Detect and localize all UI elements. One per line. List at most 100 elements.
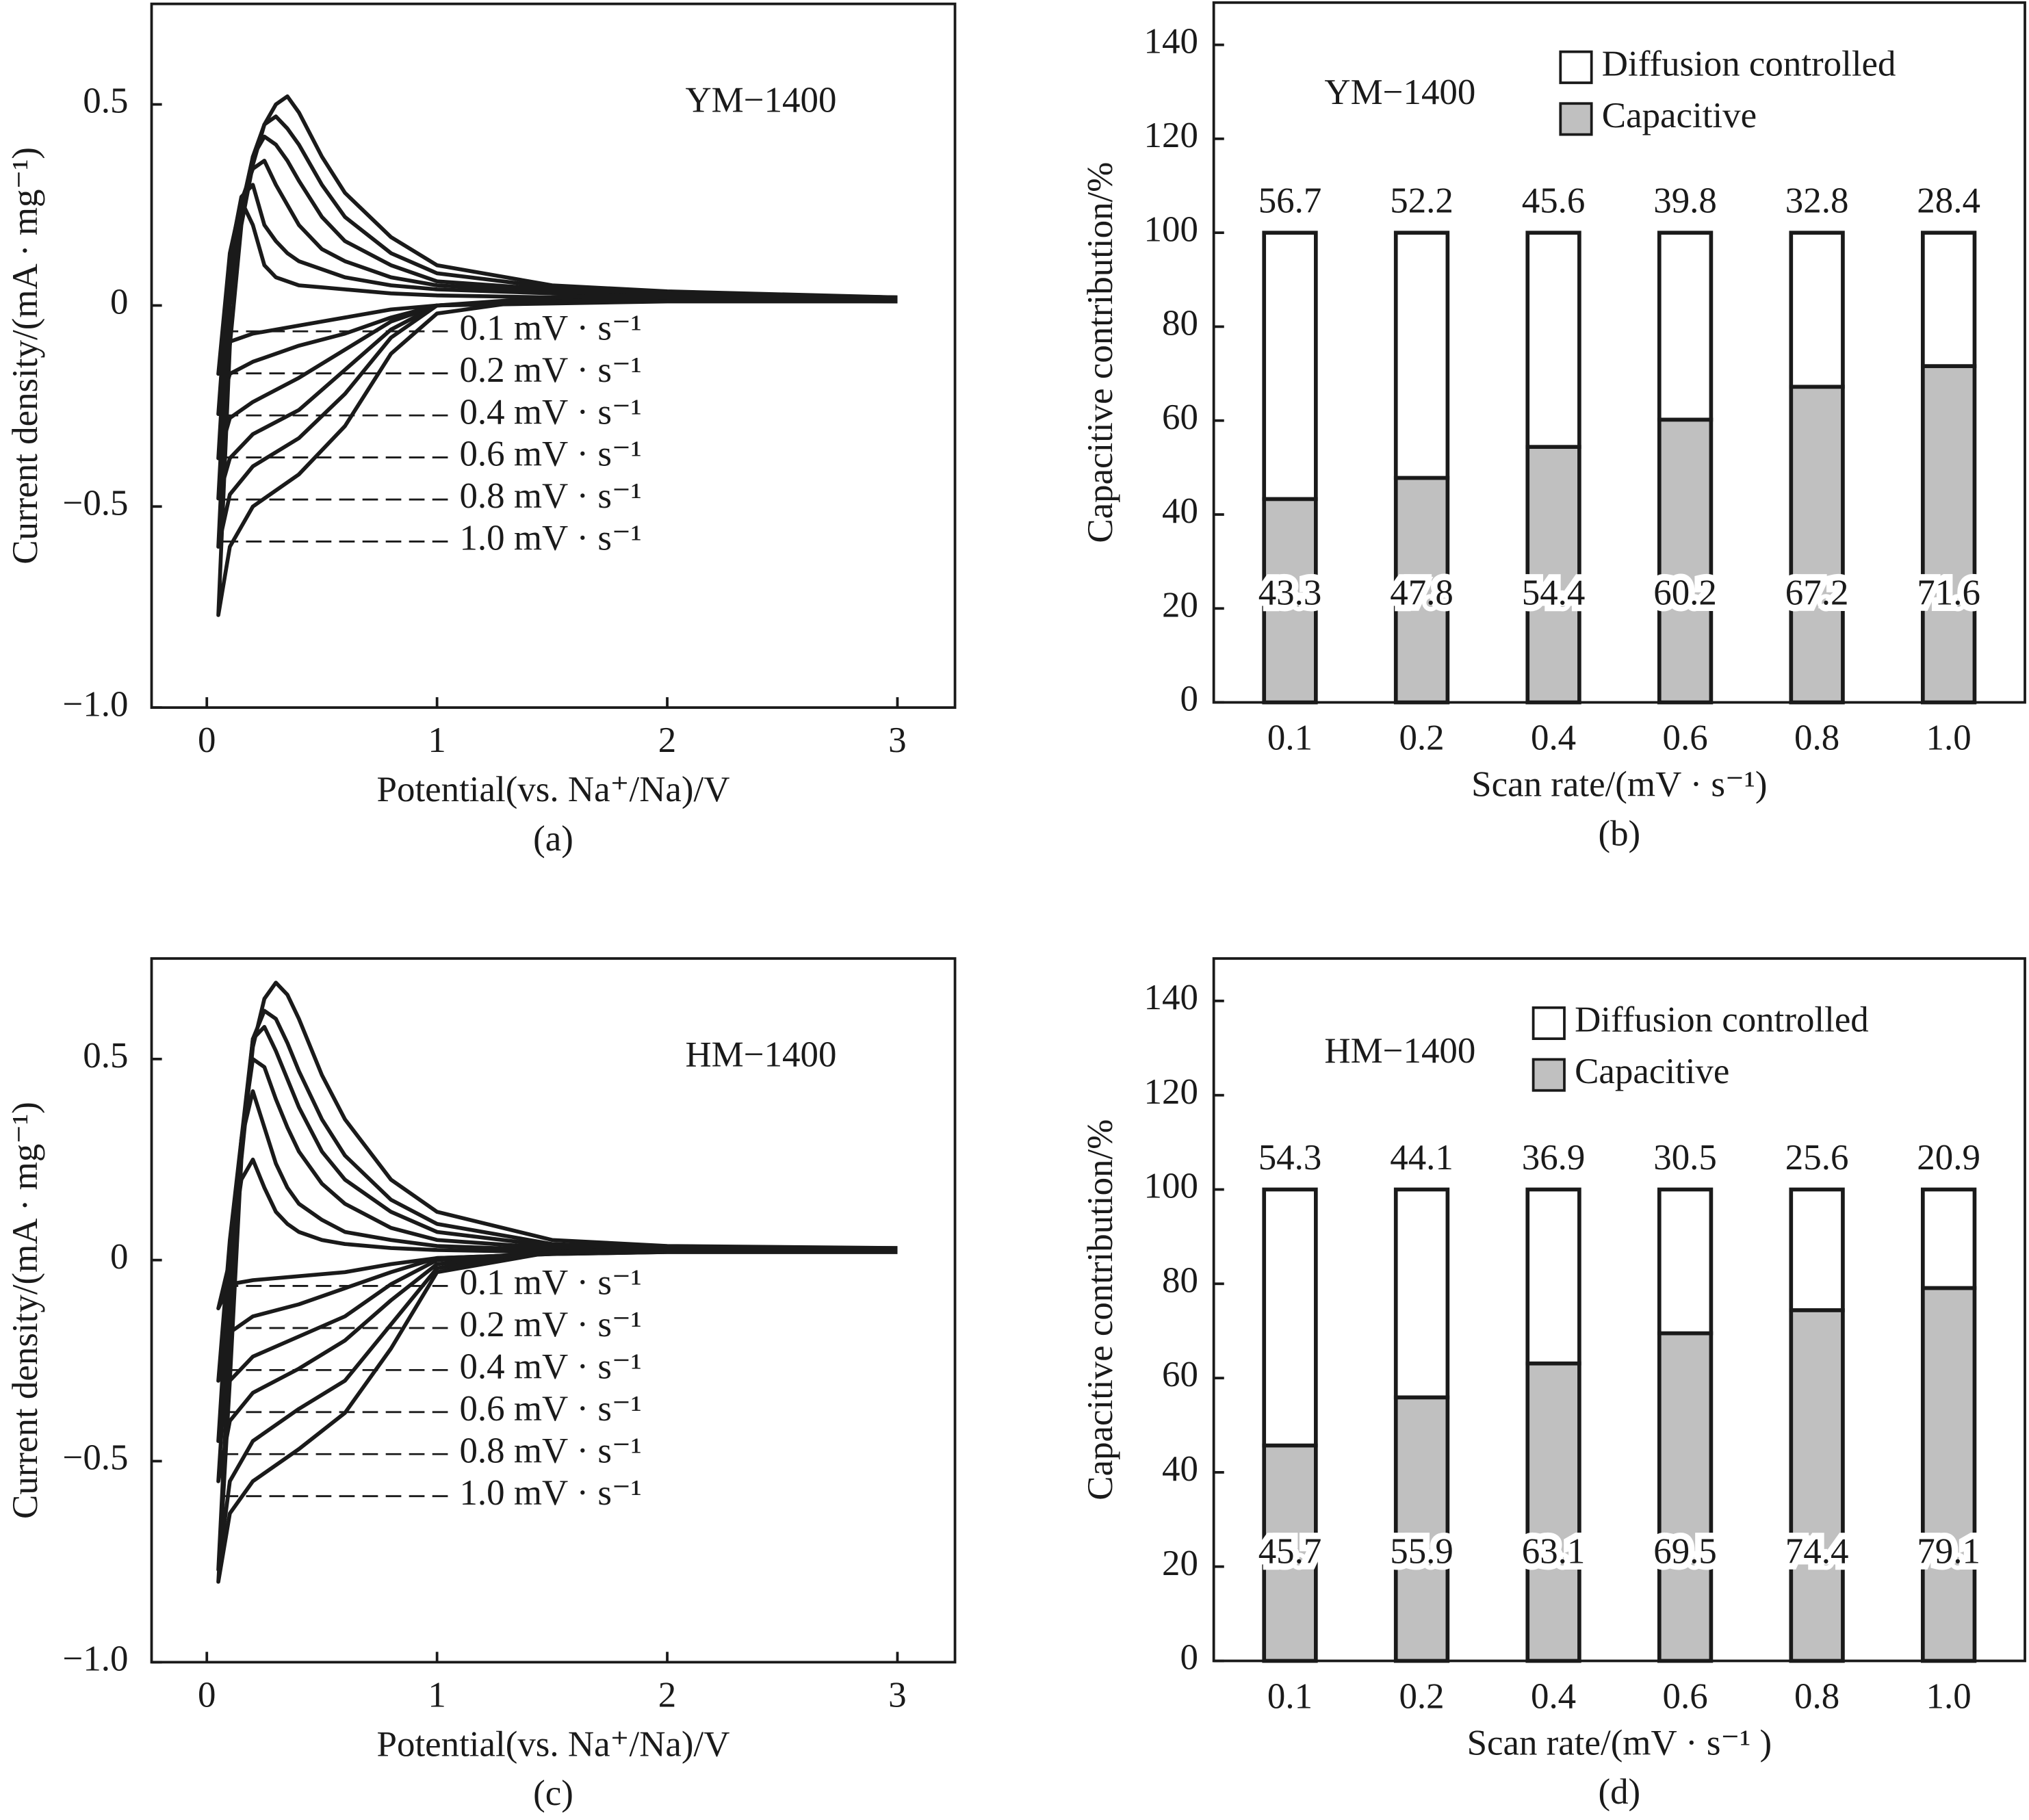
- x-tick-label: 0.8: [1794, 718, 1839, 757]
- series-label: 1.0 mV · s⁻¹: [459, 1473, 641, 1513]
- series-label: 0.2 mV · s⁻¹: [459, 1305, 641, 1344]
- plot-frame: [1212, 1, 2026, 704]
- y-tick-label: −0.5: [62, 483, 128, 523]
- bar-segment: [1789, 1308, 1845, 1663]
- y-tick-label: 0: [110, 283, 128, 322]
- bar-segment: [1393, 231, 1450, 480]
- bar-segment: [1920, 1286, 1977, 1663]
- value-label: 44.1: [1390, 1138, 1453, 1178]
- y-tick-label: −1.0: [62, 684, 128, 724]
- y-tick-label: 140: [1144, 978, 1198, 1017]
- y-tick-label: 0.5: [83, 1036, 128, 1076]
- legend-label: Capacitive: [1575, 1052, 1729, 1091]
- x-tick-label: 0.2: [1399, 718, 1444, 757]
- series-label: 0.8 mV · s⁻¹: [459, 476, 641, 516]
- x-tick-label: 0: [198, 720, 216, 760]
- x-tick-label: 1.0: [1926, 718, 1972, 757]
- y-tick-label: 0: [110, 1237, 128, 1277]
- x-axis-label: Scan rate/(mV · s⁻¹): [1471, 764, 1767, 804]
- value-label: 56.7: [1258, 181, 1322, 221]
- bar-segment: [1920, 364, 1977, 705]
- series-label: 0.2 mV · s⁻¹: [459, 350, 641, 390]
- bar-segment: [1393, 1395, 1450, 1663]
- x-axis-label: Scan rate/(mV · s⁻¹ ): [1467, 1723, 1772, 1763]
- x-tick-label: 0.4: [1531, 718, 1576, 757]
- bar-segment: [1525, 1187, 1581, 1366]
- x-axis-label: Potential(vs. Na⁺/Na)/V: [377, 770, 730, 809]
- series-label: 0.6 mV · s⁻¹: [459, 434, 641, 474]
- y-axis-label: Capacitive contribution/%: [1081, 1119, 1120, 1500]
- y-tick-label: 20: [1162, 585, 1198, 625]
- value-label: 60.2: [1653, 573, 1717, 613]
- legend-swatch: [1559, 50, 1593, 84]
- caption: (b): [1598, 814, 1640, 853]
- y-tick-label: 100: [1144, 1167, 1198, 1206]
- legend-swatch: [1532, 1058, 1566, 1092]
- legend-label: Diffusion controlled: [1602, 44, 1896, 83]
- bar-segment: [1657, 417, 1714, 705]
- caption: (a): [533, 819, 573, 859]
- bar-segment: [1657, 1331, 1714, 1663]
- x-tick-label: 0.1: [1267, 718, 1313, 757]
- bar-segment: [1920, 231, 1977, 368]
- cv-curve: [216, 198, 898, 376]
- plot-frame: [1212, 957, 2026, 1663]
- value-label: 25.6: [1785, 1138, 1849, 1178]
- y-tick-label: 120: [1144, 1072, 1198, 1112]
- series-label: 0.4 mV · s⁻¹: [459, 392, 641, 432]
- value-label: 54.4: [1522, 573, 1586, 613]
- series-label: 0.8 mV · s⁻¹: [459, 1431, 641, 1470]
- legend-swatch: [1559, 102, 1593, 136]
- x-tick-label: 2: [658, 1675, 676, 1715]
- bar-segment: [1262, 1187, 1318, 1448]
- value-label: 20.9: [1917, 1138, 1980, 1178]
- x-tick-label: 3: [888, 720, 906, 760]
- y-axis-label: Current density/(mA · mg⁻¹): [5, 1102, 45, 1519]
- series-label: 1.0 mV · s⁻¹: [459, 519, 641, 558]
- annotation: YM−1400: [1324, 73, 1475, 112]
- bar-segment: [1262, 497, 1318, 705]
- value-label: 30.5: [1653, 1138, 1717, 1178]
- value-label: 28.4: [1917, 181, 1980, 221]
- x-tick-label: 0.6: [1663, 1676, 1708, 1716]
- value-label: 69.5: [1653, 1532, 1717, 1572]
- annotation: HM−1400: [1324, 1031, 1475, 1071]
- series-label: 0.4 mV · s⁻¹: [459, 1347, 641, 1387]
- caption: (c): [533, 1773, 573, 1813]
- y-tick-label: 0: [1180, 1638, 1198, 1678]
- x-tick-label: 0: [198, 1675, 216, 1715]
- x-axis-label: Potential(vs. Na⁺/Na)/V: [377, 1724, 730, 1764]
- y-tick-label: −0.5: [62, 1438, 128, 1478]
- bar-segment: [1657, 1187, 1714, 1336]
- legend-swatch: [1532, 1006, 1566, 1041]
- bar-segment: [1525, 445, 1581, 705]
- bar-segment: [1525, 231, 1581, 449]
- value-label: 39.8: [1653, 181, 1717, 221]
- y-tick-label: 100: [1144, 209, 1198, 249]
- bar-segment: [1657, 231, 1714, 422]
- y-tick-label: 80: [1162, 304, 1198, 343]
- x-tick-label: 0.6: [1663, 718, 1708, 757]
- value-label: 36.9: [1522, 1138, 1586, 1178]
- y-tick-label: 60: [1162, 398, 1198, 437]
- annotation: HM−1400: [685, 1035, 836, 1075]
- x-tick-label: 1.0: [1926, 1676, 1972, 1716]
- cv-curve: [216, 1157, 898, 1311]
- y-tick-label: −1.0: [62, 1639, 128, 1678]
- x-tick-label: 1: [428, 720, 445, 760]
- x-tick-label: 0.1: [1267, 1676, 1313, 1716]
- y-tick-label: 20: [1162, 1544, 1198, 1583]
- value-label: 79.1: [1917, 1532, 1980, 1572]
- value-label: 71.6: [1917, 573, 1980, 613]
- x-tick-label: 0.8: [1794, 1676, 1839, 1716]
- value-label: 54.3: [1258, 1138, 1322, 1178]
- value-label: 43.3: [1258, 573, 1322, 613]
- x-tick-label: 3: [888, 1675, 906, 1715]
- y-tick-label: 80: [1162, 1260, 1198, 1300]
- y-axis-label: Current density/(mA · mg⁻¹): [5, 147, 45, 564]
- value-label: 52.2: [1390, 181, 1453, 221]
- bar-segment: [1789, 385, 1845, 705]
- series-label: 0.1 mV · s⁻¹: [459, 308, 641, 348]
- bar-segment: [1789, 1187, 1845, 1312]
